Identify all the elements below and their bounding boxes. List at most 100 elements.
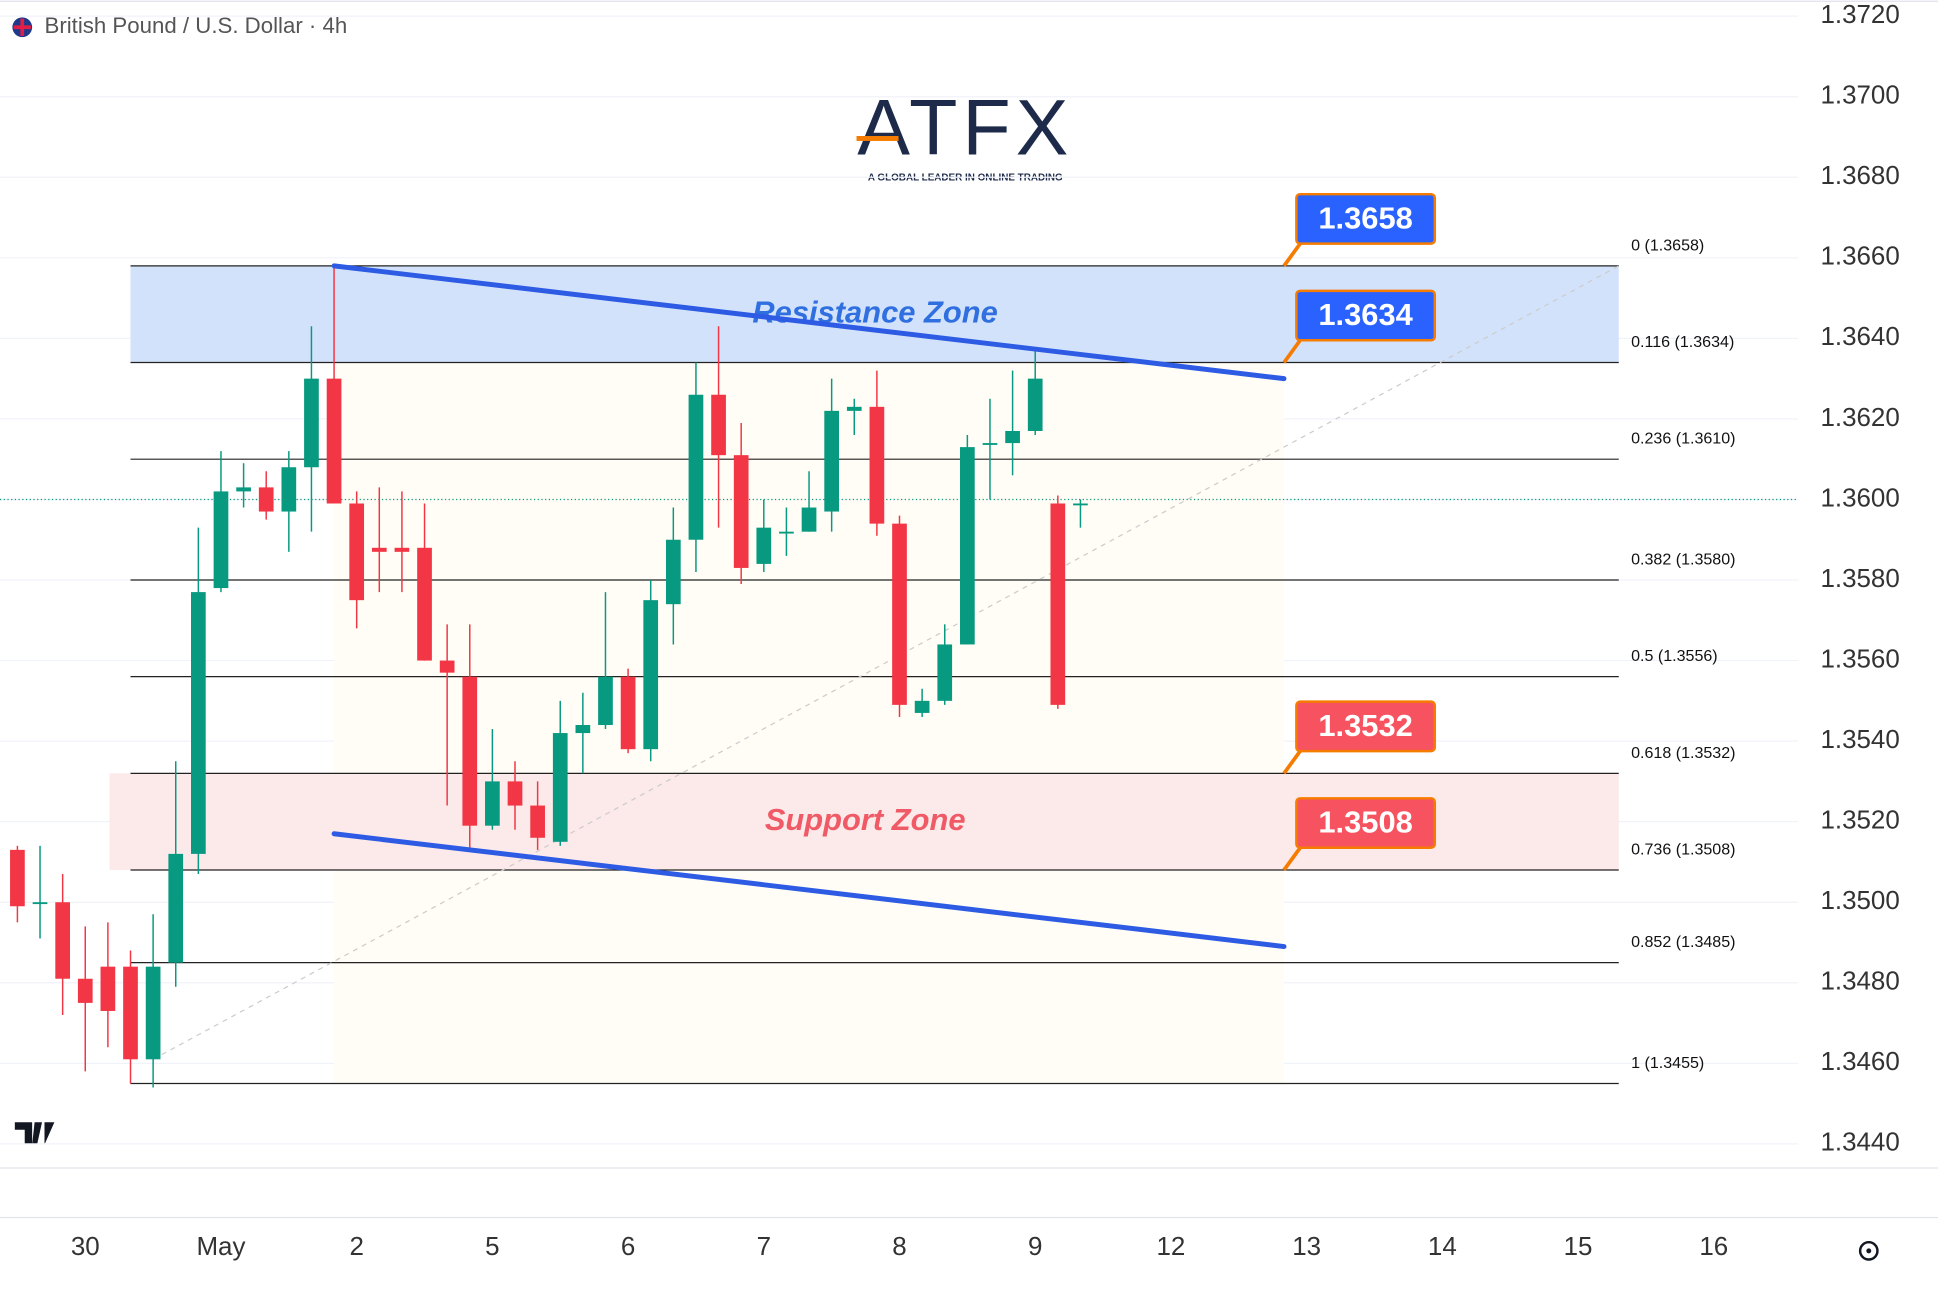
fib-label: 0 (1.3658)	[1631, 236, 1704, 254]
candle-body	[100, 966, 116, 1011]
candle-body	[349, 503, 365, 601]
x-tick-label: 15	[1564, 1233, 1593, 1261]
flag-icon	[12, 17, 33, 38]
candle-body	[304, 378, 319, 468]
candle-body	[213, 491, 229, 589]
fib-area	[334, 265, 1285, 1084]
logo-accent	[856, 136, 899, 141]
y-tick-label: 1.3440	[1820, 1129, 1899, 1157]
fib-label: 1 (1.3455)	[1631, 1054, 1704, 1072]
candle-body	[191, 592, 206, 854]
logo-name: ATFX	[857, 82, 1073, 171]
candle-body	[1050, 503, 1066, 705]
y-tick-label: 1.3500	[1820, 887, 1899, 915]
tv-logo	[14, 1122, 55, 1145]
price-tag	[1295, 289, 1437, 342]
candle-body	[711, 394, 726, 456]
logo: ATFX A GLOBAL LEADER IN ONLINE TRADING	[856, 82, 1073, 184]
candle-body	[371, 547, 387, 552]
price-tag-label: 1.3634	[1318, 297, 1412, 332]
fib-label: 0.5 (1.3556)	[1631, 647, 1718, 665]
candle-body	[145, 966, 161, 1060]
candle-body	[1005, 430, 1020, 444]
fib-label: 0.382 (1.3580)	[1631, 550, 1735, 568]
x-tick-label: 12	[1156, 1233, 1185, 1261]
candle-body	[733, 455, 749, 568]
y-tick-label: 1.3600	[1820, 484, 1899, 512]
candle-body	[32, 902, 48, 905]
fib-label: 0.852 (1.3485)	[1631, 933, 1735, 951]
fib-label: 0.736 (1.3508)	[1631, 840, 1735, 858]
y-tick-label: 1.3520	[1820, 807, 1899, 835]
candle-body	[1027, 378, 1043, 431]
price-tag-label: 1.3532	[1318, 708, 1412, 743]
y-tick-label: 1.3580	[1820, 565, 1899, 593]
fib-diagonal	[152, 265, 1620, 1060]
candle-body	[507, 781, 523, 806]
candle-body	[123, 966, 138, 1060]
candle-body	[1073, 503, 1088, 506]
candle-body	[756, 527, 772, 564]
candle-body	[258, 487, 274, 512]
candle-body	[326, 378, 342, 504]
candle-body	[55, 902, 71, 979]
candle-body	[236, 487, 251, 492]
candle-body	[643, 600, 659, 750]
candle-body	[552, 733, 568, 842]
y-tick-label: 1.3700	[1820, 82, 1899, 110]
settings-icon[interactable]	[1858, 1240, 1879, 1261]
price-tag-label: 1.3658	[1318, 200, 1412, 235]
candle-body	[801, 507, 817, 532]
candle-body	[598, 676, 613, 726]
fib-label: 0.236 (1.3610)	[1631, 430, 1735, 448]
candle-body	[846, 406, 862, 411]
y-tick-label: 1.3560	[1820, 645, 1899, 673]
candle-body	[417, 547, 432, 661]
y-tick-label: 1.3640	[1820, 323, 1899, 351]
candle-body	[530, 805, 545, 838]
candle-body	[77, 978, 93, 1003]
candle-body	[960, 447, 975, 645]
x-tick-label: 30	[71, 1233, 100, 1261]
candle-body	[892, 523, 907, 705]
chart-title: British Pound / U.S. Dollar · 4h	[44, 13, 347, 38]
y-tick-label: 1.3620	[1820, 404, 1899, 432]
candle-body	[937, 644, 953, 701]
logo-tagline: A GLOBAL LEADER IN ONLINE TRADING	[868, 173, 1063, 184]
candle-body	[869, 406, 885, 524]
x-tick-label: 8	[892, 1233, 906, 1261]
candle-body	[914, 700, 930, 713]
candle-body	[168, 853, 184, 963]
candle-body	[575, 725, 591, 734]
candle-body	[824, 410, 840, 512]
y-tick-label: 1.3660	[1820, 243, 1899, 271]
zone-label: Resistance Zone	[752, 294, 997, 329]
price-tag	[1295, 700, 1437, 753]
candle-body	[394, 547, 410, 552]
candle-body	[485, 781, 500, 826]
y-tick-label: 1.3540	[1820, 726, 1899, 754]
x-tick-label: 7	[757, 1233, 771, 1261]
fib-label: 0.116 (1.3634)	[1631, 333, 1734, 351]
trend-line	[331, 831, 1287, 949]
x-tick-label: 14	[1428, 1233, 1457, 1261]
y-tick-label: 1.3460	[1820, 1048, 1899, 1076]
y-tick-label: 1.3680	[1820, 162, 1899, 190]
candle-body	[281, 467, 297, 512]
x-tick-label: 13	[1292, 1233, 1321, 1261]
x-tick-label: 16	[1699, 1233, 1728, 1261]
x-tick-label: May	[196, 1233, 245, 1261]
price-tag	[1295, 797, 1437, 849]
candle-body	[620, 676, 636, 750]
y-tick-label: 1.3480	[1820, 968, 1899, 996]
fib-label: 0.618 (1.3532)	[1631, 744, 1735, 762]
x-tick-label: 9	[1028, 1233, 1042, 1261]
x-tick-label: 6	[621, 1233, 635, 1261]
x-tick-label: 5	[485, 1233, 499, 1261]
price-tag	[1295, 192, 1437, 245]
candle-body	[462, 676, 478, 826]
trend-line	[331, 263, 1287, 382]
candle-body	[688, 394, 704, 540]
